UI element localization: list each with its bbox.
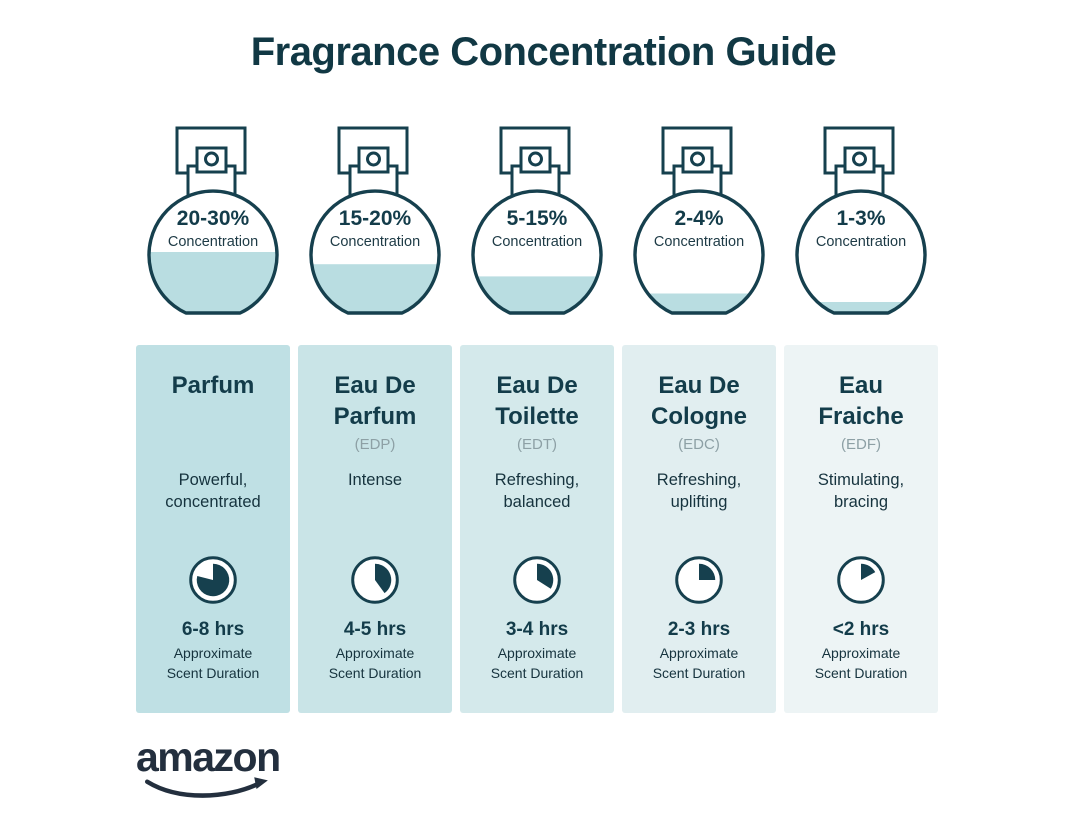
scent-duration-label: Approximate Scent Duration bbox=[490, 645, 584, 681]
bottle-label: 2-4% Concentration bbox=[622, 207, 776, 251]
scent-duration-value: 4-5 hrs bbox=[343, 619, 407, 640]
clock-icon bbox=[675, 556, 723, 604]
clock-icon bbox=[189, 556, 237, 604]
concentration-value: 5-15% bbox=[506, 207, 568, 230]
concentration-label: Concentration bbox=[167, 234, 259, 251]
bottle-body bbox=[635, 191, 763, 313]
bottle-nozzle-hole bbox=[528, 151, 543, 167]
amazon-logo: amazon bbox=[136, 734, 296, 802]
bottle-liquid-fill bbox=[797, 302, 925, 313]
concentration-value: 20-30% bbox=[176, 207, 250, 230]
scent-duration-label: Approximate Scent Duration bbox=[328, 645, 422, 681]
bottle-outline bbox=[471, 189, 603, 315]
perfume-bottle: 15-20% Concentration bbox=[298, 125, 452, 325]
perfume-bottle: 2-4% Concentration bbox=[622, 125, 776, 325]
fragrance-type-column: Eau Fraiche (EDF) Stimulating, bracing <… bbox=[784, 345, 938, 713]
bottle-label: 20-30% Concentration bbox=[136, 207, 290, 251]
bottle-nozzle-hole bbox=[690, 151, 705, 167]
concentration-label: Concentration bbox=[329, 234, 421, 251]
bottle-nozzle-hole bbox=[204, 151, 219, 167]
bottle-liquid-fill bbox=[149, 252, 277, 313]
amazon-smile-icon bbox=[144, 777, 268, 798]
fragrance-type-description: Refreshing, balanced bbox=[494, 471, 580, 511]
scent-duration-label: Approximate Scent Duration bbox=[814, 645, 908, 681]
amazon-logo-text: amazon bbox=[136, 734, 281, 780]
fragrance-type-abbreviation: (EDT) bbox=[517, 436, 557, 453]
bottle-nozzle-hole bbox=[366, 151, 381, 167]
fragrance-type-name: Eau De Toilette bbox=[495, 372, 579, 431]
bottle-outline bbox=[795, 189, 927, 315]
bottle-label: 5-15% Concentration bbox=[460, 207, 614, 251]
bottle-body bbox=[797, 191, 925, 313]
concentration-value: 2-4% bbox=[674, 207, 724, 230]
fragrance-type-abbreviation: (EDC) bbox=[678, 436, 720, 453]
fragrance-type-column: Parfum Powerful, concentrated 6-8 hrs Ap… bbox=[136, 345, 290, 713]
clock-icon bbox=[837, 556, 885, 604]
fragrance-type-name: Eau De Cologne bbox=[651, 372, 747, 431]
perfume-bottle-icon bbox=[147, 126, 279, 315]
fragrance-type-description: Stimulating, bracing bbox=[817, 471, 905, 511]
concentration-value: 1-3% bbox=[836, 207, 886, 230]
bottle-liquid-fill bbox=[311, 264, 439, 313]
perfume-bottle-icon bbox=[309, 126, 441, 315]
page-title: Fragrance Concentration Guide bbox=[250, 30, 837, 74]
concentration-label: Concentration bbox=[491, 234, 583, 251]
fragrance-type-abbreviation bbox=[136, 436, 290, 460]
perfume-bottle-icon bbox=[471, 126, 603, 315]
fragrance-type-name: Parfum bbox=[171, 372, 255, 399]
bottle-outline bbox=[633, 189, 765, 315]
concentration-label: Concentration bbox=[653, 234, 745, 251]
perfume-bottle: 5-15% Concentration bbox=[460, 125, 614, 325]
bottle-liquid-fill bbox=[635, 293, 763, 313]
info-columns-row: Parfum Powerful, concentrated 6-8 hrs Ap… bbox=[136, 345, 938, 713]
perfume-bottle: 20-30% Concentration bbox=[136, 125, 290, 325]
bottle-liquid-fill bbox=[473, 276, 601, 313]
fragrance-type-abbreviation: (EDF) bbox=[841, 436, 881, 453]
clock-icon bbox=[513, 556, 561, 604]
fragrance-type-description: Refreshing, uplifting bbox=[656, 471, 742, 511]
fragrance-type-name: Eau Fraiche bbox=[818, 372, 904, 431]
fragrance-type-column: Eau De Cologne (EDC) Refreshing, uplifti… bbox=[622, 345, 776, 713]
fragrance-type-name: Eau De Parfum bbox=[333, 372, 417, 431]
concentration-label: Concentration bbox=[815, 234, 907, 251]
bottle-nozzle-hole bbox=[852, 151, 867, 167]
clock-icon bbox=[351, 556, 399, 604]
scent-duration-value: 3-4 hrs bbox=[505, 619, 569, 640]
scent-duration-value: <2 hrs bbox=[832, 619, 890, 640]
concentration-value: 15-20% bbox=[338, 207, 412, 230]
perfume-bottle-icon bbox=[795, 126, 927, 315]
scent-duration-value: 6-8 hrs bbox=[181, 619, 245, 640]
bottle-label: 15-20% Concentration bbox=[298, 207, 452, 251]
fragrance-type-column: Eau De Toilette (EDT) Refreshing, balanc… bbox=[460, 345, 614, 713]
scent-duration-value: 2-3 hrs bbox=[667, 619, 731, 640]
bottle-outline bbox=[309, 189, 441, 315]
perfume-bottle-icon bbox=[633, 126, 765, 315]
fragrance-type-description: Powerful, concentrated bbox=[165, 471, 261, 511]
scent-duration-label: Approximate Scent Duration bbox=[652, 645, 746, 681]
bottle-label: 1-3% Concentration bbox=[784, 207, 938, 251]
fragrance-type-description: Intense bbox=[347, 471, 403, 489]
fragrance-type-abbreviation: (EDP) bbox=[354, 436, 396, 453]
perfume-bottle: 1-3% Concentration bbox=[784, 125, 938, 325]
bottles-row: 20-30% Concentration 15-20% Concentratio… bbox=[136, 125, 938, 325]
bottle-outline bbox=[147, 189, 279, 315]
scent-duration-label: Approximate Scent Duration bbox=[166, 645, 260, 681]
fragrance-type-column: Eau De Parfum (EDP) Intense 4-5 hrs Appr… bbox=[298, 345, 452, 713]
content-area: 20-30% Concentration 15-20% Concentratio… bbox=[136, 125, 938, 713]
